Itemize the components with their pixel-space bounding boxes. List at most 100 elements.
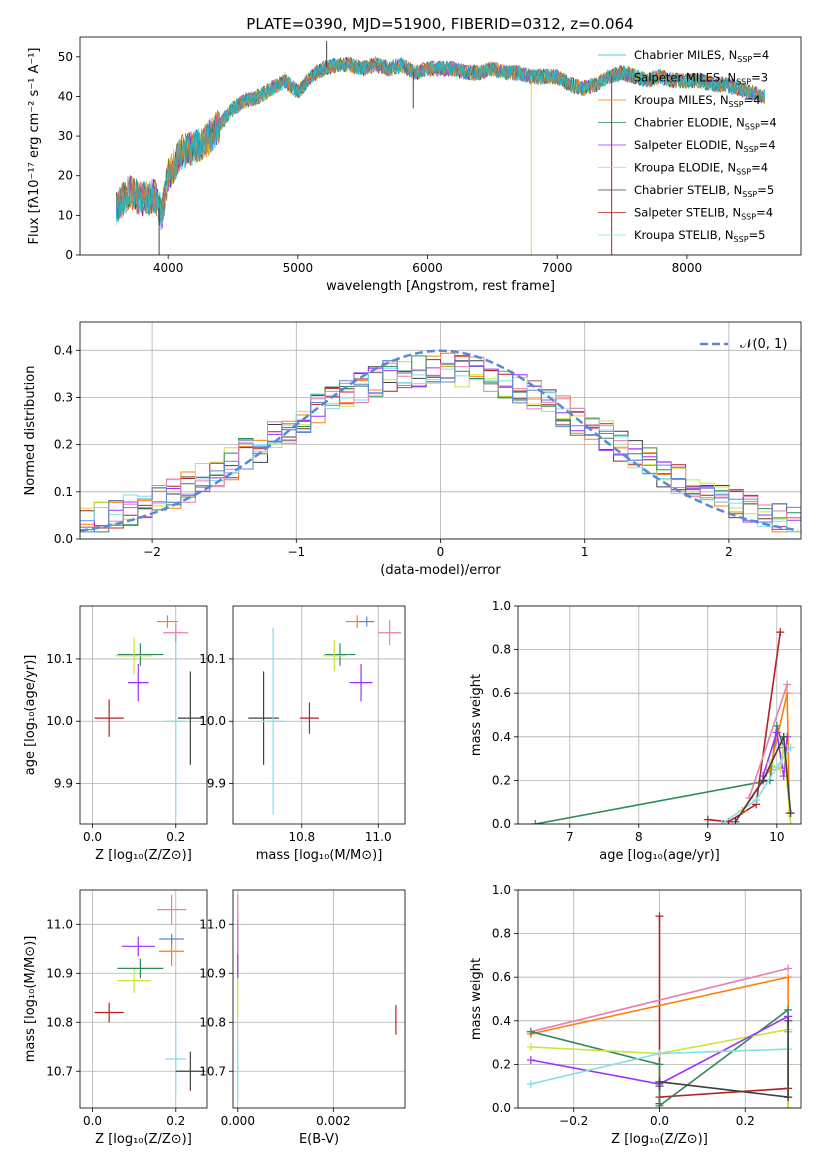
x-tick-label: 0: [437, 545, 445, 559]
series-line: [748, 684, 788, 799]
errorbar-point: [127, 663, 149, 702]
x-tick-label: −2: [143, 545, 161, 559]
legend-label: Salpeter MILES, NSSP=3: [634, 71, 768, 87]
legend-count: =4: [752, 48, 769, 62]
y-tick-label: 0: [65, 248, 73, 262]
y-tick-label: 9.9: [207, 777, 226, 791]
spectrum-line: [116, 57, 765, 231]
legend-subscript: SSP: [736, 78, 751, 87]
legend-subscript: SSP: [729, 100, 744, 109]
legend-count: =3: [751, 71, 768, 85]
age-vs-metallicity-panel: 0.0 0.2 9.9 10.0 10.1 Z [log₁₀(Z/Z⊙)] age [log…: [23, 605, 208, 863]
mass-weight-vs-metallicity-panel: −0.2 0.0 0.2 0.0 0.2 0.4 0.6 0.8 1.0 Z [log₁₀(Z/Z…: [469, 883, 802, 1147]
errorbar-point: [322, 640, 346, 672]
series-marker: [784, 973, 793, 982]
y-tick-label: 0.4: [54, 343, 73, 357]
axes-frame: [79, 36, 802, 256]
x-tick-label: 9: [704, 830, 712, 844]
axes-frame: [232, 889, 406, 1109]
legend-count: =4: [756, 206, 773, 220]
errorbar-point: [163, 623, 189, 643]
y-tick-label: 1.0: [492, 883, 511, 897]
x-axis-label: wavelength [Angstrom, rest frame]: [326, 279, 555, 294]
x-tick-label: 4000: [153, 261, 184, 275]
legend-label: Chabrier STELIB, NSSP=5: [634, 183, 774, 199]
series-marker: [717, 820, 726, 824]
series-marker: [786, 809, 795, 818]
errorbar-point: [359, 616, 375, 627]
x-tick-label: 1: [581, 545, 589, 559]
x-tick-label: 5000: [283, 261, 314, 275]
series-marker: [655, 1060, 664, 1069]
mass-vs-ebv-panel: 0.000 0.002 10.7 10.8 10.9 11.0 E(B-V): [199, 889, 406, 1147]
errorbar-point: [299, 702, 319, 734]
errorbar-point: [157, 894, 187, 925]
y-tick-label: 10.8: [199, 1015, 226, 1029]
x-tick-label: 0.2: [736, 1114, 755, 1128]
series-marker: [655, 1101, 664, 1108]
axes-frame: [232, 605, 406, 825]
y-tick-label: 11.0: [199, 917, 226, 931]
legend-label: Chabrier MILES, NSSP=4: [634, 48, 769, 64]
x-axis-label: age [log₁₀(age/yr)]: [599, 848, 720, 863]
legend-label: Salpeter STELIB, NSSP=4: [634, 206, 773, 222]
series-marker: [703, 815, 712, 824]
series-marker: [786, 743, 795, 752]
series-marker: [783, 689, 792, 698]
y-tick-label: 1.0: [492, 599, 511, 613]
series-line: [535, 725, 785, 824]
y-axis-label: Normed distribution: [23, 366, 38, 496]
legend-subscript: SSP: [742, 190, 757, 199]
errorbar-point: [177, 671, 203, 765]
series-marker: [526, 1080, 535, 1089]
series-line: [734, 733, 792, 823]
x-axis-label: Z [log₁₀(Z/Z⊙)]: [611, 1132, 708, 1147]
errorbar-point: [121, 936, 155, 957]
legend-label: Kroupa STELIB, NSSP=5: [634, 228, 765, 244]
y-tick-label: 30: [58, 129, 73, 143]
x-tick-label: −0.2: [559, 1114, 588, 1128]
y-tick-label: 10.1: [199, 652, 226, 666]
series-marker: [655, 912, 664, 921]
y-tick-label: 0.1: [54, 485, 73, 499]
x-tick-label: 8: [635, 830, 643, 844]
x-tick-label: 2: [725, 545, 733, 559]
figure-title: PLATE=0390, MJD=51900, FIBERID=0312, z=0…: [246, 15, 633, 33]
errorbar-point: [117, 958, 164, 979]
legend-count: =4: [759, 138, 776, 152]
series-line: [658, 1020, 789, 1099]
series-line: [769, 745, 792, 824]
errorbar-point: [115, 637, 153, 675]
y-tick-label: 10.8: [46, 1015, 73, 1029]
x-axis-label: (data-model)/error: [380, 563, 501, 578]
errorbar-point: [159, 934, 185, 944]
errorbar-point: [165, 624, 187, 818]
errorbar-point: [117, 643, 164, 666]
series-marker: [784, 1104, 793, 1108]
legend-count: =5: [749, 228, 766, 242]
y-tick-label: 10.0: [46, 714, 73, 728]
x-tick-label: 0.2: [166, 830, 185, 844]
series-marker: [772, 763, 781, 772]
legend-subscript: SSP: [744, 145, 759, 154]
errorbar-point: [248, 671, 279, 765]
x-tick-label: 10: [769, 830, 784, 844]
y-tick-label: 0.4: [492, 1014, 511, 1028]
legend-label: Salpeter ELODIE, NSSP=4: [634, 138, 776, 154]
series-marker: [784, 1016, 793, 1025]
y-axis-label: age [log₁₀(age/yr)]: [23, 655, 38, 776]
legend-subscript: SSP: [741, 213, 756, 222]
y-tick-label: 50: [58, 50, 73, 64]
y-tick-label: 0.2: [54, 438, 73, 452]
x-tick-label: 11.0: [365, 830, 392, 844]
series-marker: [526, 1056, 535, 1065]
y-tick-label: 0.8: [492, 927, 511, 941]
legend-count: =5: [757, 183, 774, 197]
series-marker: [731, 817, 740, 824]
x-tick-label: 8000: [672, 261, 703, 275]
series-marker: [752, 796, 761, 805]
y-tick-label: 0.6: [492, 686, 511, 700]
x-tick-label: 7: [566, 830, 574, 844]
errorbar-point: [157, 615, 178, 628]
